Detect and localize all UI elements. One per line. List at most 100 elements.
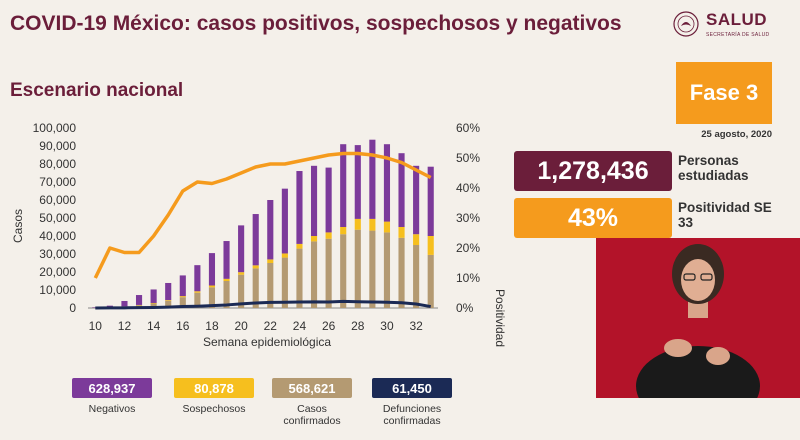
y2-axis-label: Positividad: [493, 289, 507, 347]
legend-casos-confirmados: 568,621 Casos confirmados: [272, 378, 352, 427]
defunciones-value: 61,450: [372, 378, 452, 398]
sign-language-video: [596, 238, 800, 398]
sospechosos-value: 80,878: [174, 378, 254, 398]
bar-negativos: [209, 253, 215, 285]
y-tick-label: 50,000: [39, 211, 76, 225]
y-tick-label: 40,000: [39, 229, 76, 243]
negativos-value: 628,937: [72, 378, 152, 398]
bar-sospechosos: [267, 259, 273, 263]
legend-sospechosos: 80,878 Sospechosos: [174, 378, 254, 415]
bar-casos-confirmados: [340, 234, 346, 308]
negativos-label: Negativos: [72, 403, 152, 415]
interpreter-illustration: [596, 238, 800, 398]
bar-sospechosos: [296, 244, 302, 249]
x-tick-label: 18: [205, 319, 219, 333]
bar-negativos: [223, 241, 229, 279]
bar-casos-confirmados: [398, 238, 404, 308]
bar-sospechosos: [165, 300, 171, 301]
casos-confirmados-value: 568,621: [272, 378, 352, 398]
x-tick-label: 30: [380, 319, 394, 333]
bar-sospechosos: [355, 219, 361, 230]
casos-confirmados-label: Casos confirmados: [282, 403, 342, 427]
bar-casos-confirmados: [369, 231, 375, 308]
bar-negativos: [238, 225, 244, 272]
bar-sospechosos: [369, 219, 375, 231]
phase-badge: Fase 3: [676, 62, 772, 124]
eagle-seal-icon: [672, 10, 700, 38]
bar-sospechosos: [194, 291, 200, 292]
bar-casos-confirmados: [355, 230, 361, 308]
bar-casos-confirmados: [428, 255, 434, 308]
bar-casos-confirmados: [311, 241, 317, 308]
bar-negativos: [340, 144, 346, 227]
y-tick-label: 90,000: [39, 139, 76, 153]
y2-tick-label: 30%: [456, 211, 480, 225]
positivity-label: Positividad SE 33: [678, 200, 788, 230]
bar-sospechosos: [413, 234, 419, 245]
y2-tick-label: 20%: [456, 241, 480, 255]
x-tick-label: 12: [118, 319, 132, 333]
y2-tick-label: 40%: [456, 181, 480, 195]
x-tick-label: 20: [234, 319, 248, 333]
bar-negativos: [296, 171, 302, 244]
logo-text: SALUD: [706, 10, 767, 30]
bar-negativos: [326, 168, 332, 233]
x-tick-label: 22: [264, 319, 278, 333]
bar-sospechosos: [311, 236, 317, 241]
bar-sospechosos: [209, 286, 215, 288]
y-tick-label: 70,000: [39, 175, 76, 189]
bar-sospechosos: [151, 303, 157, 304]
legend-negativos: 628,937 Negativos: [72, 378, 152, 415]
bar-sospechosos: [340, 227, 346, 234]
legend-defunciones: 61,450 Defunciones confirmadas: [372, 378, 452, 427]
bar-negativos: [151, 289, 157, 303]
y-tick-label: 10,000: [39, 283, 76, 297]
bar-sospechosos: [398, 227, 404, 238]
x-axis-label: Semana epidemiológica: [203, 335, 331, 349]
bar-sospechosos: [223, 279, 229, 281]
y-tick-label: 80,000: [39, 157, 76, 171]
x-tick-label: 14: [147, 319, 161, 333]
bar-negativos: [165, 283, 171, 300]
y2-tick-label: 10%: [456, 271, 480, 285]
defunciones-label: Defunciones confirmadas: [374, 403, 450, 427]
bar-negativos: [267, 200, 273, 259]
y-axis-label: Casos: [11, 209, 25, 243]
y-tick-label: 100,000: [33, 121, 77, 135]
bar-negativos: [180, 275, 186, 296]
bar-sospechosos: [282, 253, 288, 257]
x-tick-label: 16: [176, 319, 190, 333]
bar-sospechosos: [238, 272, 244, 275]
bar-casos-confirmados: [413, 245, 419, 308]
report-date: 25 agosto, 2020: [660, 129, 772, 140]
y-tick-label: 30,000: [39, 247, 76, 261]
line-positividad: [95, 154, 430, 279]
y2-tick-label: 60%: [456, 121, 480, 135]
x-tick-label: 28: [351, 319, 365, 333]
bar-negativos: [253, 214, 259, 265]
bar-sospechosos: [428, 236, 434, 255]
x-tick-label: 24: [293, 319, 307, 333]
positivity-value: 43%: [514, 198, 672, 238]
bar-casos-confirmados: [326, 239, 332, 308]
bar-negativos: [282, 189, 288, 254]
y-tick-label: 60,000: [39, 193, 76, 207]
page-title: COVID-19 México: casos positivos, sospec…: [10, 12, 622, 36]
bar-sospechosos: [180, 296, 186, 297]
bar-negativos: [136, 295, 142, 305]
bar-casos-confirmados: [296, 249, 302, 308]
y2-tick-label: 50%: [456, 151, 480, 165]
y2-tick-label: 0%: [456, 301, 474, 315]
x-tick-label: 26: [322, 319, 336, 333]
persons-studied-value: 1,278,436: [514, 151, 672, 191]
x-tick-label: 32: [409, 319, 423, 333]
salud-logo: SALUD SECRETARÍA DE SALUD: [672, 8, 792, 44]
line-defunciones-confirmadas: [95, 301, 430, 308]
bar-casos-confirmados: [282, 258, 288, 308]
x-tick-label: 10: [89, 319, 103, 333]
bar-sospechosos: [253, 265, 259, 268]
bar-negativos: [413, 166, 419, 234]
logo-subtext: SECRETARÍA DE SALUD: [706, 32, 769, 38]
bar-negativos: [369, 140, 375, 219]
sospechosos-label: Sospechosos: [174, 403, 254, 415]
